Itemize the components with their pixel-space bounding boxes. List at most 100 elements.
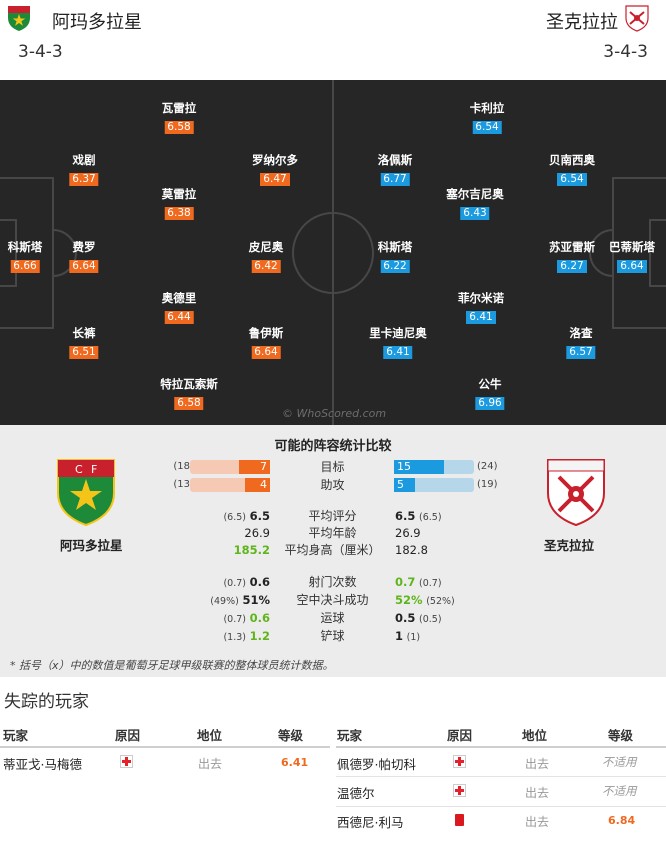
player-name: 瓦雷拉 [161, 101, 197, 115]
home-team-name[interactable]: 阿玛多拉星 [60, 538, 123, 553]
home-team-crest-icon: C F [57, 459, 115, 527]
home-team-name[interactable]: 阿玛多拉星 [52, 12, 142, 33]
home-player[interactable]: 特拉瓦索斯 6.58 [160, 377, 218, 410]
svg-text:F: F [91, 463, 97, 476]
player-rating: 6.64 [617, 260, 647, 273]
away-player[interactable]: 公牛 6.96 [475, 377, 505, 410]
home-season-assists: (13 [173, 479, 190, 490]
home-player[interactable]: 戏剧 6.37 [69, 153, 99, 186]
away-player[interactable]: 里卡迪尼奥 6.41 [369, 326, 427, 359]
player-rating: 6.57 [566, 346, 596, 359]
player-name: 洛佩斯 [377, 153, 413, 167]
away-season-assists: (19) [477, 479, 498, 490]
comparison-title: 可能的阵容统计比较 [274, 439, 392, 454]
player-rating: 6.51 [69, 346, 99, 359]
away-team-name[interactable]: 圣克拉拉 [544, 538, 595, 553]
header-player[interactable]: 玩家 [337, 728, 363, 743]
player-rating: 6.22 [380, 260, 410, 273]
missing-players-section: 失踪的玩家 玩家 原因 地位 等级 玩家 原因 地位 等级 蒂亚戈·马梅德 出去… [0, 677, 666, 850]
away-player[interactable]: 洛查 6.57 [566, 326, 596, 359]
missing-player-name[interactable]: 蒂亚戈·马梅德 [3, 757, 82, 772]
player-rating: 6.54 [557, 173, 587, 186]
player-name: 塞尔吉尼奥 [446, 187, 504, 201]
away-player[interactable]: 科斯塔 6.22 [377, 240, 413, 273]
header-rating[interactable]: 等级 [278, 728, 304, 743]
header-reason[interactable]: 原因 [115, 728, 141, 743]
pitch-lines [0, 80, 666, 425]
home-value: (49%) 51% [210, 593, 270, 607]
player-rating: 6.64 [69, 260, 99, 273]
home-player[interactable]: 罗纳尔多 6.47 [252, 153, 298, 186]
away-player[interactable]: 塞尔吉尼奥 6.43 [446, 187, 504, 220]
header-reason[interactable]: 原因 [447, 728, 473, 743]
away-value: 1 (1) [395, 629, 421, 643]
home-player[interactable]: 鲁伊斯 6.64 [249, 326, 283, 359]
missing-player-name[interactable]: 西德尼·利马 [337, 815, 404, 830]
away-formation: 3-4-3 [603, 42, 648, 62]
player-rating: 6.64 [251, 346, 281, 359]
missing-player-name[interactable]: 佩德罗·帕切科 [337, 757, 416, 772]
away-player[interactable]: 卡利拉 6.54 [470, 101, 504, 134]
missing-player-position: 出去 [525, 757, 550, 771]
player-name: 科斯塔 [377, 240, 413, 254]
home-player[interactable]: 瓦雷拉 6.58 [161, 101, 197, 134]
average-age-row: 26.9 平均年龄 26.9 [0, 525, 666, 541]
dribbles-row: (0.7) 0.6 运球 0.5 (0.5) [0, 610, 666, 626]
header-position[interactable]: 地位 [522, 728, 548, 743]
player-rating: 6.54 [472, 121, 502, 134]
home-value: (0.7) 0.6 [223, 611, 270, 625]
player-name: 皮尼奥 [248, 240, 284, 254]
header-divider [0, 746, 330, 748]
player-rating: 6.42 [251, 260, 281, 273]
missing-player-position: 出去 [525, 815, 550, 829]
player-rating: 6.44 [164, 311, 194, 324]
player-name: 莫雷拉 [161, 187, 197, 201]
missing-player-position: 出去 [198, 757, 223, 771]
player-name: 特拉瓦索斯 [160, 377, 218, 391]
player-rating: 6.41 [466, 311, 496, 324]
home-player[interactable]: 费罗 6.64 [69, 240, 99, 273]
red-card-icon [455, 814, 464, 826]
home-player[interactable]: 莫雷拉 6.38 [161, 187, 197, 220]
away-player[interactable]: 洛佩斯 6.77 [377, 153, 413, 186]
stat-label: 射门次数 [308, 575, 357, 589]
away-assists-fill: 5 [394, 478, 415, 492]
away-player[interactable]: 巴蒂斯塔 6.64 [609, 240, 655, 273]
away-player[interactable]: 苏亚雷斯 6.27 [549, 240, 595, 273]
player-rating: 6.37 [69, 173, 99, 186]
missing-player-position: 出去 [525, 786, 550, 800]
stat-label: 平均身高（厘米） [284, 543, 381, 557]
lineup-comparison: 可能的阵容统计比较 C F 阿玛多拉星 圣克拉拉 (18 7 目标 15 (24… [0, 425, 666, 677]
player-name: 巴蒂斯塔 [609, 240, 655, 254]
player-name: 里卡迪尼奥 [369, 326, 427, 340]
header-position[interactable]: 地位 [197, 728, 223, 743]
player-rating: 6.27 [557, 260, 587, 273]
header-rating[interactable]: 等级 [608, 728, 634, 743]
away-player[interactable]: 贝南西奥 6.54 [549, 153, 595, 186]
away-team-name[interactable]: 圣克拉拉 [546, 12, 618, 33]
home-player[interactable]: 科斯塔 6.66 [7, 240, 43, 273]
missing-player-name[interactable]: 温德尔 [337, 786, 375, 801]
home-player[interactable]: 皮尼奥 6.42 [248, 240, 284, 273]
away-player[interactable]: 菲尔米诺 6.41 [458, 291, 504, 324]
match-header: 阿玛多拉星 圣克拉拉 3-4-3 3-4-3 [0, 0, 666, 80]
missing-player-rating: 不适用 [602, 755, 637, 769]
stat-label: 平均评分 [308, 509, 357, 523]
missing-player-rating: 6.84 [608, 814, 636, 827]
player-name: 科斯塔 [7, 240, 43, 254]
home-value: (6.5) 6.5 [223, 509, 270, 523]
missing-players-title: 失踪的玩家 [4, 692, 89, 712]
away-team-crest-icon [547, 459, 605, 527]
home-player[interactable]: 奥德里 6.44 [162, 291, 196, 324]
away-value: 26.9 [395, 526, 421, 540]
home-assists-bar: 4 [190, 478, 270, 492]
player-rating: 6.77 [380, 173, 410, 186]
home-player[interactable]: 长裤 6.51 [69, 326, 99, 359]
header-player[interactable]: 玩家 [3, 728, 29, 743]
away-value: 52% (52%) [395, 593, 455, 607]
missing-player-rating: 6.41 [281, 756, 309, 769]
stat-label: 铲球 [320, 629, 345, 643]
tackles-row: (1.3) 1.2 铲球 1 (1) [0, 628, 666, 644]
formation-pitch: 瓦雷拉 6.58 戏剧 6.37 罗纳尔多 6.47 莫雷拉 6.38 科斯塔 6.66 … [0, 80, 666, 425]
away-team-crest-icon [625, 5, 649, 32]
